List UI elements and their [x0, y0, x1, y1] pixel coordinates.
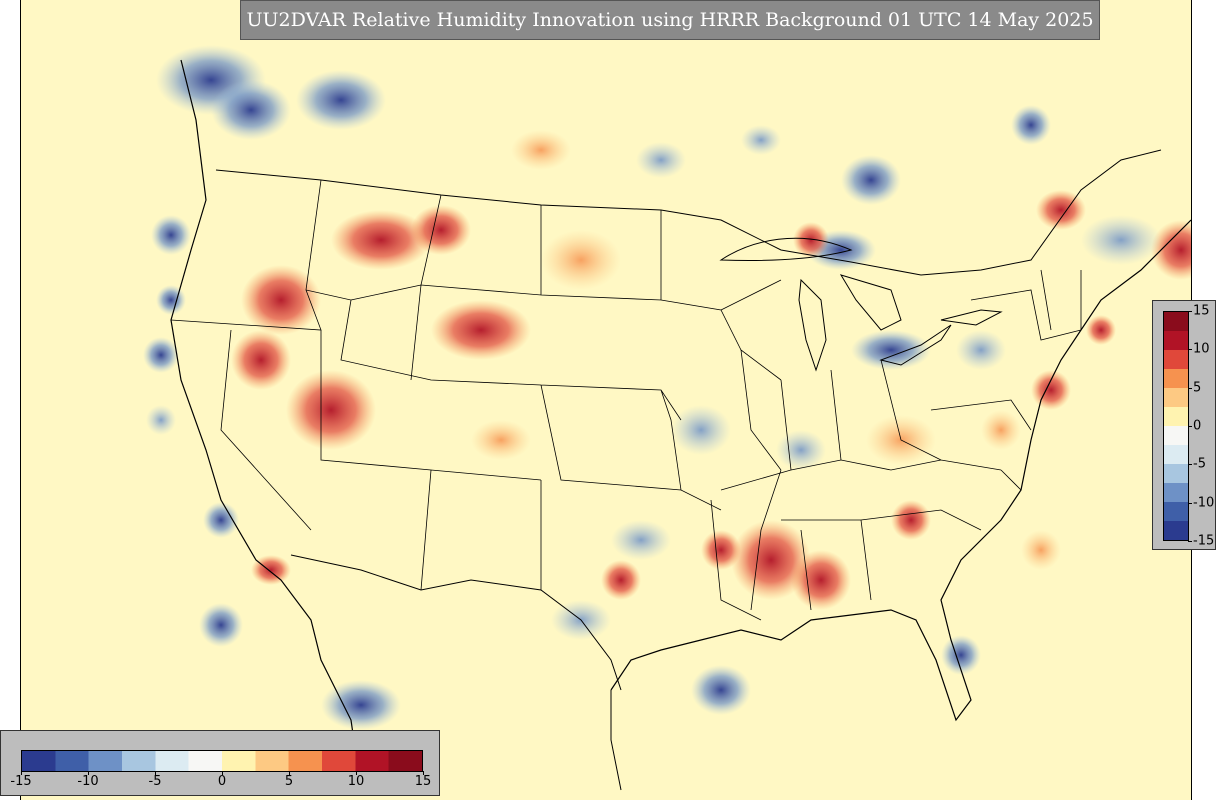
- lake-ontario: [940, 309, 1003, 326]
- innovation-blob: [151, 215, 191, 255]
- colorbar-tick-label: -10: [1193, 495, 1215, 511]
- innovation-blob: [841, 155, 901, 205]
- colorbar-ramp: [21, 750, 423, 772]
- innovation-blob: [211, 80, 291, 140]
- innovation-blob: [981, 410, 1021, 450]
- innovation-blob: [793, 222, 829, 258]
- colorbar-tick-mark: [1188, 311, 1192, 312]
- colorbar-tick-label: 15: [414, 774, 432, 789]
- innovation-blob: [1021, 530, 1061, 570]
- colorbar-tick-label: 10: [347, 774, 365, 789]
- innovation-blob: [511, 130, 571, 170]
- colorbar-tick-mark: [1188, 502, 1192, 504]
- colorbar-tick-label: -15: [1193, 533, 1215, 549]
- colorbar-tick-label: 0: [1193, 418, 1202, 434]
- innovation-blob: [956, 330, 1006, 370]
- innovation-blob: [791, 550, 851, 610]
- colorbar-tick-label: -15: [10, 774, 32, 789]
- innovation-blob: [296, 70, 386, 130]
- colorbar-tick-label: 0: [217, 774, 227, 789]
- innovation-blob: [286, 370, 376, 450]
- innovation-blob: [741, 125, 781, 155]
- colorbar-ramp: [1163, 311, 1189, 541]
- innovation-blob: [541, 230, 621, 290]
- colorbar-tick-label: -5: [1193, 456, 1206, 472]
- colorbar-tick-mark: [155, 771, 156, 775]
- innovation-blob: [241, 265, 321, 335]
- innovation-blob: [1081, 215, 1161, 265]
- colorbar-tick-mark: [423, 771, 424, 775]
- innovation-blob: [1151, 220, 1191, 280]
- colorbar-tick-label: 10: [1193, 341, 1210, 357]
- state-lines: [170, 179, 1082, 621]
- innovation-blob: [636, 142, 686, 178]
- colorbar-tick-label: 5: [284, 774, 294, 789]
- innovation-blob: [156, 285, 186, 315]
- innovation-blob: [1011, 105, 1051, 145]
- innovation-blob: [203, 502, 239, 538]
- innovation-blob: [1031, 370, 1071, 410]
- innovation-blob: [146, 405, 176, 435]
- lake-erie: [879, 324, 952, 366]
- innovation-blob: [941, 635, 981, 675]
- colorbar-tick-mark: [1188, 387, 1192, 389]
- colorbar-tick-mark: [1188, 464, 1192, 466]
- colorbar-tick-label: 5: [1193, 380, 1202, 396]
- mexico-coast: [610, 690, 622, 791]
- innovation-blob: [231, 330, 291, 390]
- colorbar-tick-mark: [222, 771, 223, 775]
- innovation-blob: [1086, 315, 1116, 345]
- lake-superior: [719, 237, 853, 262]
- colorbar-tick-label: -10: [77, 774, 99, 789]
- map-panel: [20, 0, 1192, 800]
- innovation-blob: [671, 405, 731, 455]
- horizontal-colorbar: -15 -10 -5 0 5 10 15: [0, 730, 440, 796]
- innovation-blob: [199, 603, 243, 647]
- innovation-map: [143, 45, 1191, 791]
- colorbar-tick-label: -5: [148, 774, 162, 789]
- innovation-blob: [471, 420, 531, 460]
- vertical-colorbar: 15 10 5 0 -5 -10 -15: [1152, 300, 1216, 550]
- colorbar-tick-mark: [1188, 541, 1192, 542]
- innovation-blob: [601, 560, 641, 600]
- innovation-field: [143, 45, 1191, 730]
- colorbar-tick-mark: [356, 771, 357, 775]
- innovation-blob: [1036, 190, 1086, 230]
- innovation-blob: [431, 300, 531, 360]
- us-mexico-border: [290, 554, 622, 691]
- colorbar-tick-mark: [21, 771, 22, 775]
- lake-michigan: [798, 278, 827, 372]
- innovation-blob: [691, 665, 751, 715]
- innovation-blob: [776, 430, 826, 470]
- colorbar-tick-label: 15: [1193, 303, 1210, 319]
- colorbar-tick-mark: [1188, 349, 1192, 351]
- innovation-blob: [891, 500, 931, 540]
- us-canada-border: [215, 149, 1162, 276]
- innovation-blob: [411, 205, 471, 255]
- map-title: UU2DVAR Relative Humidity Innovation usi…: [240, 0, 1100, 40]
- colorbar-tick-mark: [88, 771, 89, 775]
- innovation-blob: [701, 530, 741, 570]
- coastline: [170, 59, 362, 791]
- innovation-blob: [251, 555, 291, 585]
- state-boundaries: [170, 59, 1191, 791]
- colorbar-tick-mark: [1188, 426, 1192, 427]
- innovation-blob: [321, 680, 401, 730]
- colorbar-tick-mark: [289, 771, 290, 775]
- innovation-blob: [611, 520, 671, 560]
- innovation-blob: [331, 210, 431, 270]
- lake-huron: [839, 274, 902, 331]
- innovation-blob: [143, 337, 179, 373]
- innovation-blob: [851, 330, 931, 370]
- gulf-coastline: [610, 219, 1191, 722]
